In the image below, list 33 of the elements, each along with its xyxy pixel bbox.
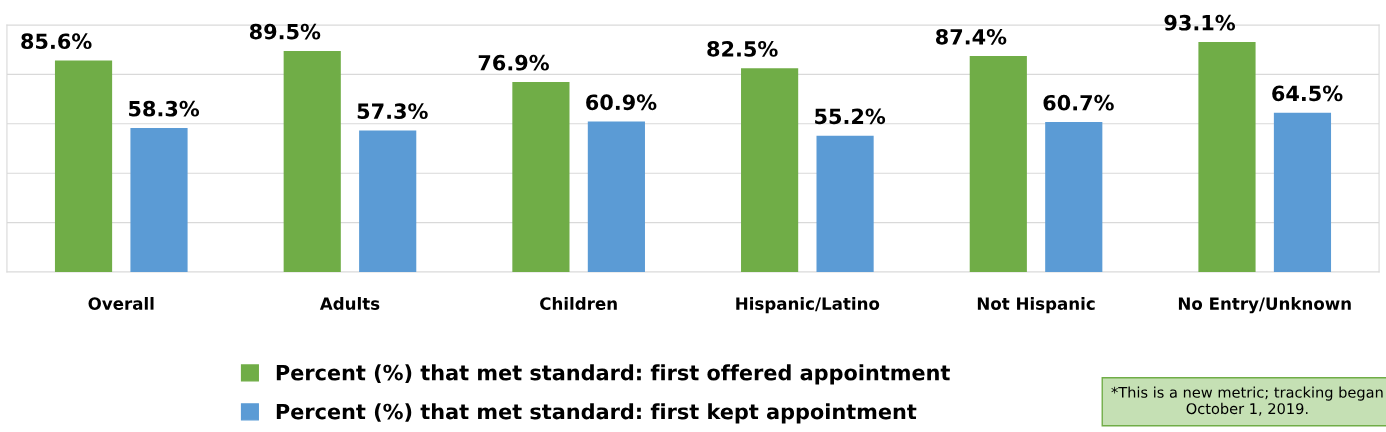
data-label: 76.9%: [478, 54, 549, 71]
data-label: 58.3%: [129, 100, 200, 117]
x-tick-label: Hispanic/Latino: [736, 297, 880, 314]
x-tick-label: Overall: [88, 297, 154, 310]
data-label: 82.5%: [707, 41, 778, 57]
text: *This is a new metric; tracking began October 1, 2019.: [1111, 386, 1383, 416]
data-label: 64.5%: [1272, 85, 1343, 102]
bar: [741, 68, 799, 272]
data-label: 57.3%: [357, 103, 428, 120]
data-label: 55.2%: [815, 108, 886, 125]
data-label: 93.1%: [1164, 14, 1236, 31]
bar: [130, 128, 188, 272]
x-tick-label: Not Hispanic: [977, 297, 1095, 314]
data-label: 89.5%: [249, 23, 321, 40]
bar: [512, 82, 570, 272]
x-tick-label: Children: [540, 297, 617, 310]
bar: [1273, 112, 1332, 272]
legend-label: Percent (%) that met standard: first kept appointment: [276, 403, 917, 424]
data-label: 87.4%: [935, 28, 1007, 45]
bar: [1045, 122, 1103, 272]
bar: [283, 50, 341, 272]
data-label: 60.7%: [1043, 94, 1114, 111]
bar: [1198, 42, 1256, 272]
bar: [587, 121, 645, 272]
bar: [359, 130, 417, 272]
bar: [54, 60, 113, 272]
bar: [969, 56, 1027, 272]
bar: [816, 135, 874, 272]
legend-label: Percent (%) that met standard: first offered appointment: [276, 364, 950, 385]
data-label: 85.6%: [21, 33, 92, 50]
x-tick-label: No Entry/Unknown: [1178, 297, 1351, 314]
data-label: 60.9%: [586, 94, 657, 111]
x-tick-label: Adults: [319, 297, 380, 310]
